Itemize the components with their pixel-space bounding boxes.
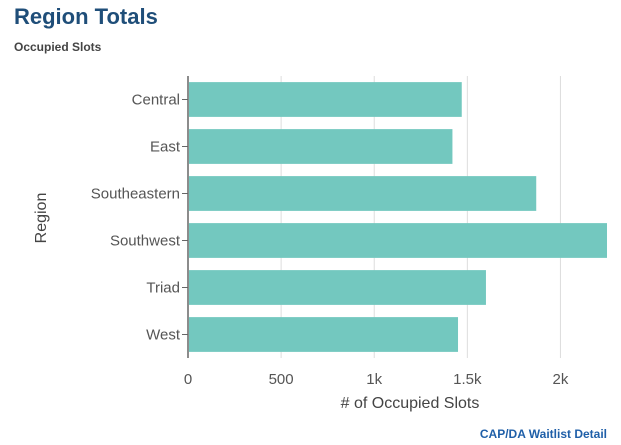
axes: 0 500 1k 1.5k 2k Central East Southeastern South… — [91, 76, 569, 388]
y-tick-label: West — [146, 327, 181, 344]
bar-central[interactable] — [189, 82, 462, 117]
grid-lines — [280, 76, 561, 358]
y-tick-label: East — [150, 139, 181, 156]
x-tick-label: 500 — [269, 371, 294, 388]
y-tick-label: Southeastern — [91, 186, 180, 203]
y-tick-label: Central — [132, 92, 180, 109]
bar-east[interactable] — [189, 129, 453, 164]
chart-subtitle: Occupied Slots — [14, 40, 102, 54]
bar-southeastern[interactable] — [189, 176, 537, 211]
x-tick-label: 0 — [184, 371, 192, 388]
chart-title: Region Totals — [14, 4, 158, 29]
x-tick-label: 2k — [553, 371, 569, 388]
bars — [189, 82, 607, 352]
x-tick-label: 1k — [366, 371, 382, 388]
bar-west[interactable] — [189, 317, 459, 352]
bar-southwest[interactable] — [189, 223, 607, 258]
y-axis-label: Region — [33, 193, 50, 244]
y-tick-label: Triad — [146, 280, 180, 297]
waitlist-detail-link[interactable]: CAP/DA Waitlist Detail — [479, 427, 607, 441]
x-tick-label: 1.5k — [453, 371, 482, 388]
bar-triad[interactable] — [189, 270, 486, 305]
y-tick-label: Southwest — [110, 233, 181, 250]
x-axis-label: # of Occupied Slots — [341, 395, 480, 412]
